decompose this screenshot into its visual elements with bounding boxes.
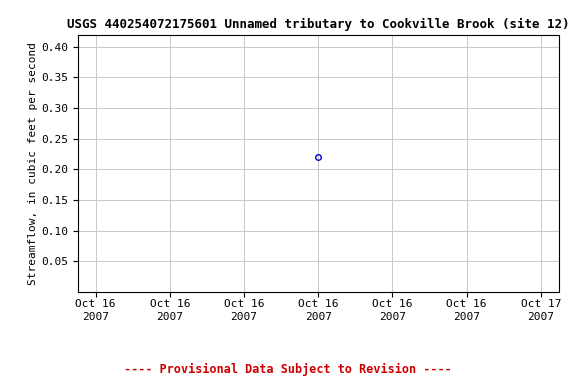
Title: USGS 440254072175601 Unnamed tributary to Cookville Brook (site 12): USGS 440254072175601 Unnamed tributary t… <box>67 18 570 31</box>
Text: ---- Provisional Data Subject to Revision ----: ---- Provisional Data Subject to Revisio… <box>124 363 452 376</box>
Y-axis label: Streamflow, in cubic feet per second: Streamflow, in cubic feet per second <box>28 42 38 285</box>
